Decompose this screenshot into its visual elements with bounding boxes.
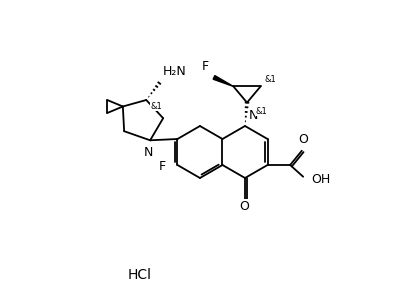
Text: O: O <box>239 200 249 213</box>
Text: &1: &1 <box>150 102 162 111</box>
Text: H₂N: H₂N <box>162 65 186 78</box>
Text: &1: &1 <box>255 106 267 116</box>
Text: O: O <box>298 133 308 146</box>
Polygon shape <box>213 76 233 86</box>
Text: N: N <box>143 146 153 159</box>
Text: &1: &1 <box>264 76 276 85</box>
Text: N: N <box>249 109 258 122</box>
Text: HCl: HCl <box>128 268 152 282</box>
Text: F: F <box>202 60 209 74</box>
Text: OH: OH <box>311 173 331 186</box>
Text: F: F <box>158 160 165 173</box>
